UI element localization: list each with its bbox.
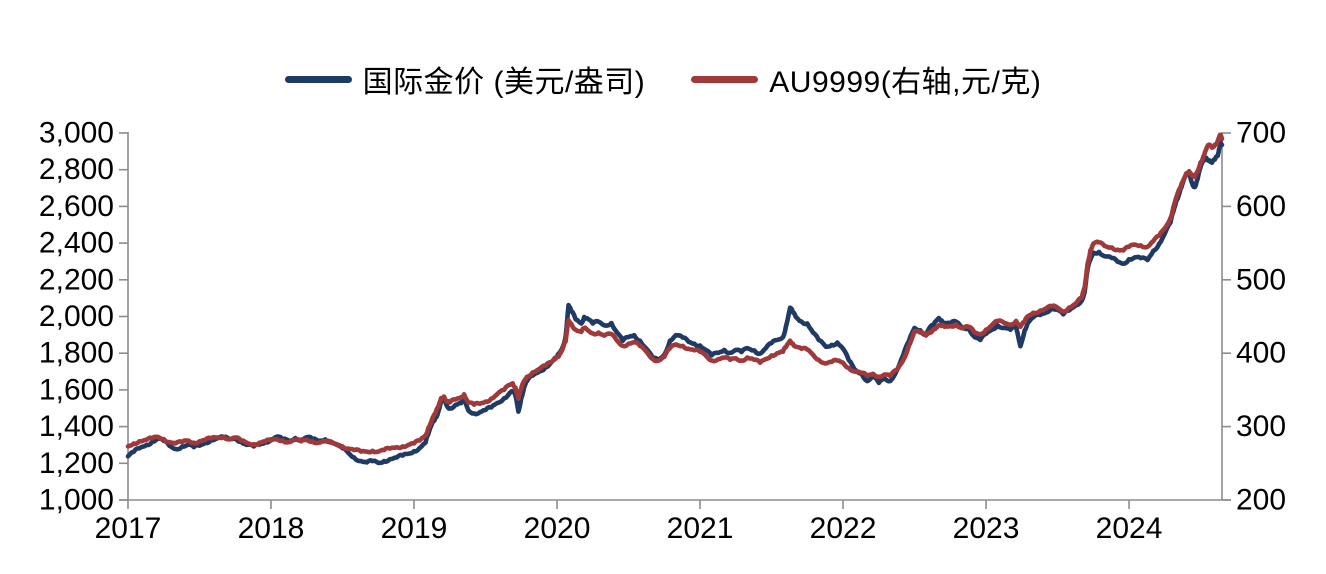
x-axis-tick-label: 2020 <box>524 512 591 545</box>
legend-item-au9999: AU9999(右轴,元/克) <box>691 57 1041 101</box>
y-axis-right-tick-label: 300 <box>1236 410 1286 443</box>
x-axis-tick-label: 2017 <box>95 512 162 545</box>
y-axis-left-tick-label: 1,200 <box>39 447 114 480</box>
y-axis-left-tick-label: 1,600 <box>39 373 114 406</box>
y-axis-left-tick-label: 2,400 <box>39 227 114 260</box>
y-axis-left-tick-label: 2,600 <box>39 190 114 223</box>
y-axis-right-tick-label: 500 <box>1236 263 1286 296</box>
y-axis-left-tick-label: 2,200 <box>39 263 114 296</box>
y-axis-right-tick-label: 200 <box>1236 484 1286 517</box>
legend: 国际金价 (美元/盎司) AU9999(右轴,元/克) <box>0 57 1326 101</box>
x-axis-tick-label: 2018 <box>238 512 305 545</box>
y-axis-right-tick-label: 700 <box>1236 117 1286 150</box>
y-axis-right-tick-label: 400 <box>1236 337 1286 370</box>
legend-label-intl-gold: 国际金价 (美元/盎司) <box>362 66 646 99</box>
x-axis-tick-label: 2024 <box>1096 512 1163 545</box>
series-line-intl-gold <box>125 140 1225 466</box>
y-axis-left-tick-label: 2,800 <box>39 153 114 186</box>
y-axis-left-tick-label: 2,000 <box>39 300 114 333</box>
x-axis-tick-label: 2021 <box>667 512 734 545</box>
series-line-au9999 <box>125 132 1225 455</box>
x-axis-tick-label: 2023 <box>953 512 1020 545</box>
y-axis-right-tick-label: 600 <box>1236 190 1286 223</box>
legend-line-swatch-red <box>691 75 759 83</box>
y-axis-left-tick-label: 1,400 <box>39 410 114 443</box>
legend-item-intl-gold: 国际金价 (美元/盎司) <box>284 57 646 101</box>
x-axis-tick-label: 2019 <box>381 512 448 545</box>
legend-line-swatch-blue <box>284 75 352 83</box>
x-axis-tick-label: 2022 <box>810 512 877 545</box>
y-axis-left-tick-label: 1,000 <box>39 484 114 517</box>
legend-label-au9999: AU9999(右轴,元/克) <box>769 66 1042 99</box>
y-axis-left-tick-label: 1,800 <box>39 337 114 370</box>
y-axis-left-tick-label: 3,000 <box>39 117 114 150</box>
